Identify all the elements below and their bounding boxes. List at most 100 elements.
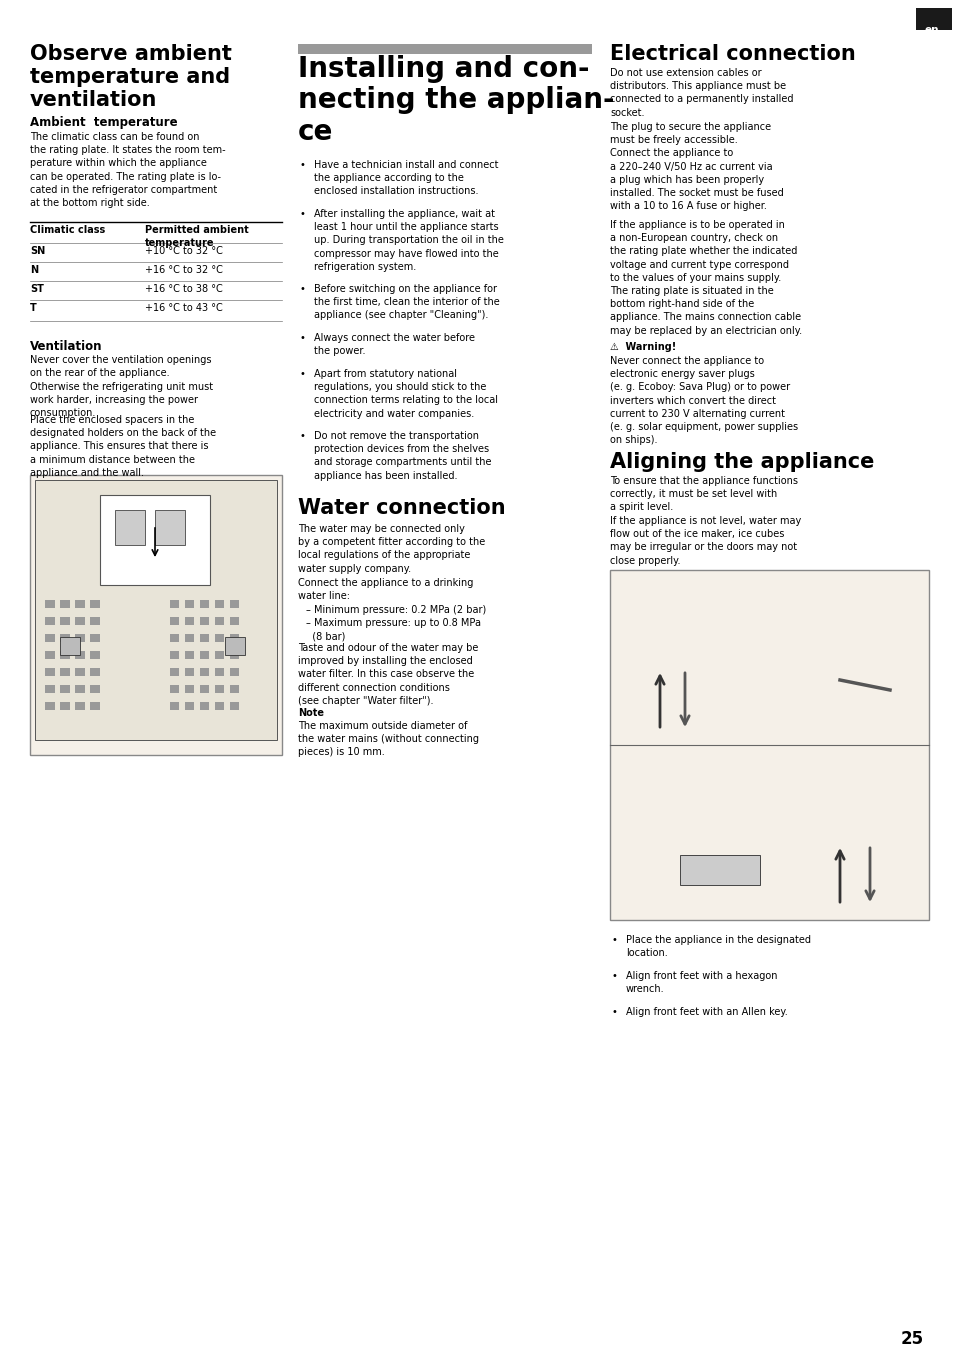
Bar (214, 684, 224, 693)
Bar (230, 599, 239, 608)
Bar (214, 668, 224, 676)
Text: To ensure that the appliance functions
correctly, it must be set level with
a sp: To ensure that the appliance functions c… (609, 477, 797, 513)
Bar (200, 599, 209, 608)
Bar (90, 684, 100, 693)
Bar (230, 651, 239, 659)
Bar (45, 668, 55, 676)
Bar (60, 599, 70, 608)
Bar (185, 651, 193, 659)
Text: If the appliance is to be operated in
a non-European country, check on
the ratin: If the appliance is to be operated in a … (609, 220, 801, 336)
Bar (225, 637, 245, 655)
Text: +16 °C to 38 °C: +16 °C to 38 °C (145, 284, 222, 294)
Text: ⚠  Warning!: ⚠ Warning! (609, 342, 676, 352)
Bar (170, 651, 179, 659)
Bar (45, 684, 55, 693)
Bar (609, 570, 928, 919)
Text: ST: ST (30, 284, 44, 294)
Text: +16 °C to 43 °C: +16 °C to 43 °C (145, 302, 222, 313)
Bar (60, 617, 70, 625)
Text: en: en (924, 26, 939, 35)
Bar (45, 634, 55, 643)
Bar (35, 481, 276, 740)
Bar (170, 599, 179, 608)
Bar (75, 634, 85, 643)
Text: Taste and odour of the water may be
improved by installing the enclosed
water fi: Taste and odour of the water may be impr… (297, 643, 477, 706)
Bar (214, 617, 224, 625)
Bar (90, 702, 100, 710)
Text: 25: 25 (900, 1330, 923, 1349)
Bar (170, 634, 179, 643)
Text: +10 °C to 32 °C: +10 °C to 32 °C (145, 246, 223, 256)
Text: Have a technician install and connect
the appliance according to the
enclosed in: Have a technician install and connect th… (314, 161, 498, 196)
Text: SN: SN (30, 246, 45, 256)
Bar (45, 651, 55, 659)
Text: Align front feet with an Allen key.: Align front feet with an Allen key. (625, 1007, 787, 1017)
Text: After installing the appliance, wait at
least 1 hour until the appliance starts
: After installing the appliance, wait at … (314, 209, 503, 271)
Bar (230, 684, 239, 693)
Bar (200, 634, 209, 643)
Text: – Maximum pressure: up to 0.8 MPa
  (8 bar): – Maximum pressure: up to 0.8 MPa (8 bar… (306, 618, 480, 641)
Text: +16 °C to 32 °C: +16 °C to 32 °C (145, 265, 223, 275)
Bar (75, 599, 85, 608)
Text: Water connection: Water connection (297, 498, 505, 518)
Text: Ambient  temperature: Ambient temperature (30, 116, 177, 130)
Text: The climatic class can be found on
the rating plate. It states the room tem-
per: The climatic class can be found on the r… (30, 132, 226, 208)
Bar (185, 634, 193, 643)
Bar (75, 617, 85, 625)
Bar (200, 702, 209, 710)
Text: •: • (299, 209, 306, 219)
Text: Climatic class: Climatic class (30, 225, 105, 235)
Text: Otherwise the refrigerating unit must
work harder, increasing the power
consumpt: Otherwise the refrigerating unit must wo… (30, 382, 213, 418)
Text: Always connect the water before
the power.: Always connect the water before the powe… (314, 333, 475, 356)
Bar (200, 651, 209, 659)
Bar (214, 651, 224, 659)
Bar (214, 702, 224, 710)
Text: If the appliance is not level, water may
flow out of the ice maker, ice cubes
ma: If the appliance is not level, water may… (609, 516, 801, 566)
Bar (185, 617, 193, 625)
Bar (200, 668, 209, 676)
Bar (230, 668, 239, 676)
Bar (915, 8, 951, 30)
Bar (45, 617, 55, 625)
Text: •: • (299, 161, 306, 170)
Text: Do not remove the transportation
protection devices from the shelves
and storage: Do not remove the transportation protect… (314, 431, 491, 481)
Text: Apart from statutory national
regulations, you should stick to the
connection te: Apart from statutory national regulation… (314, 369, 497, 418)
Text: – Minimum pressure: 0.2 MPa (2 bar): – Minimum pressure: 0.2 MPa (2 bar) (306, 605, 486, 616)
Bar (214, 599, 224, 608)
Bar (154, 510, 185, 545)
Text: Place the appliance in the designated
location.: Place the appliance in the designated lo… (625, 936, 810, 958)
Bar (30, 475, 282, 755)
Bar (45, 599, 55, 608)
Bar (90, 668, 100, 676)
Text: •: • (299, 369, 306, 379)
Bar (90, 599, 100, 608)
Bar (90, 651, 100, 659)
Text: Electrical connection: Electrical connection (609, 45, 855, 63)
Text: The maximum outside diameter of
the water mains (without connecting
pieces) is 1: The maximum outside diameter of the wate… (297, 721, 478, 757)
Bar (185, 702, 193, 710)
Text: Note: Note (297, 707, 324, 718)
Text: Aligning the appliance: Aligning the appliance (609, 452, 874, 472)
Bar (170, 702, 179, 710)
Bar (100, 495, 210, 585)
Text: •: • (299, 284, 306, 294)
Text: Permitted ambient
temperature: Permitted ambient temperature (145, 225, 249, 248)
Text: The plug to secure the appliance
must be freely accessible.
Connect the applianc: The plug to secure the appliance must be… (609, 122, 783, 211)
Bar (679, 855, 760, 886)
Text: Align front feet with a hexagon
wrench.: Align front feet with a hexagon wrench. (625, 971, 777, 994)
Bar (297, 45, 592, 54)
Bar (75, 651, 85, 659)
Bar (60, 637, 80, 655)
Text: Never connect the appliance to
electronic energy saver plugs
(e. g. Ecoboy: Sava: Never connect the appliance to electroni… (609, 356, 798, 446)
Bar (214, 634, 224, 643)
Bar (45, 702, 55, 710)
Bar (170, 668, 179, 676)
Bar (230, 617, 239, 625)
Bar (75, 684, 85, 693)
Text: •: • (612, 936, 618, 945)
Bar (170, 684, 179, 693)
Bar (185, 599, 193, 608)
Text: •: • (299, 333, 306, 343)
Text: Ventilation: Ventilation (30, 340, 102, 352)
Text: Do not use extension cables or
distributors. This appliance must be
connected to: Do not use extension cables or distribut… (609, 68, 793, 117)
